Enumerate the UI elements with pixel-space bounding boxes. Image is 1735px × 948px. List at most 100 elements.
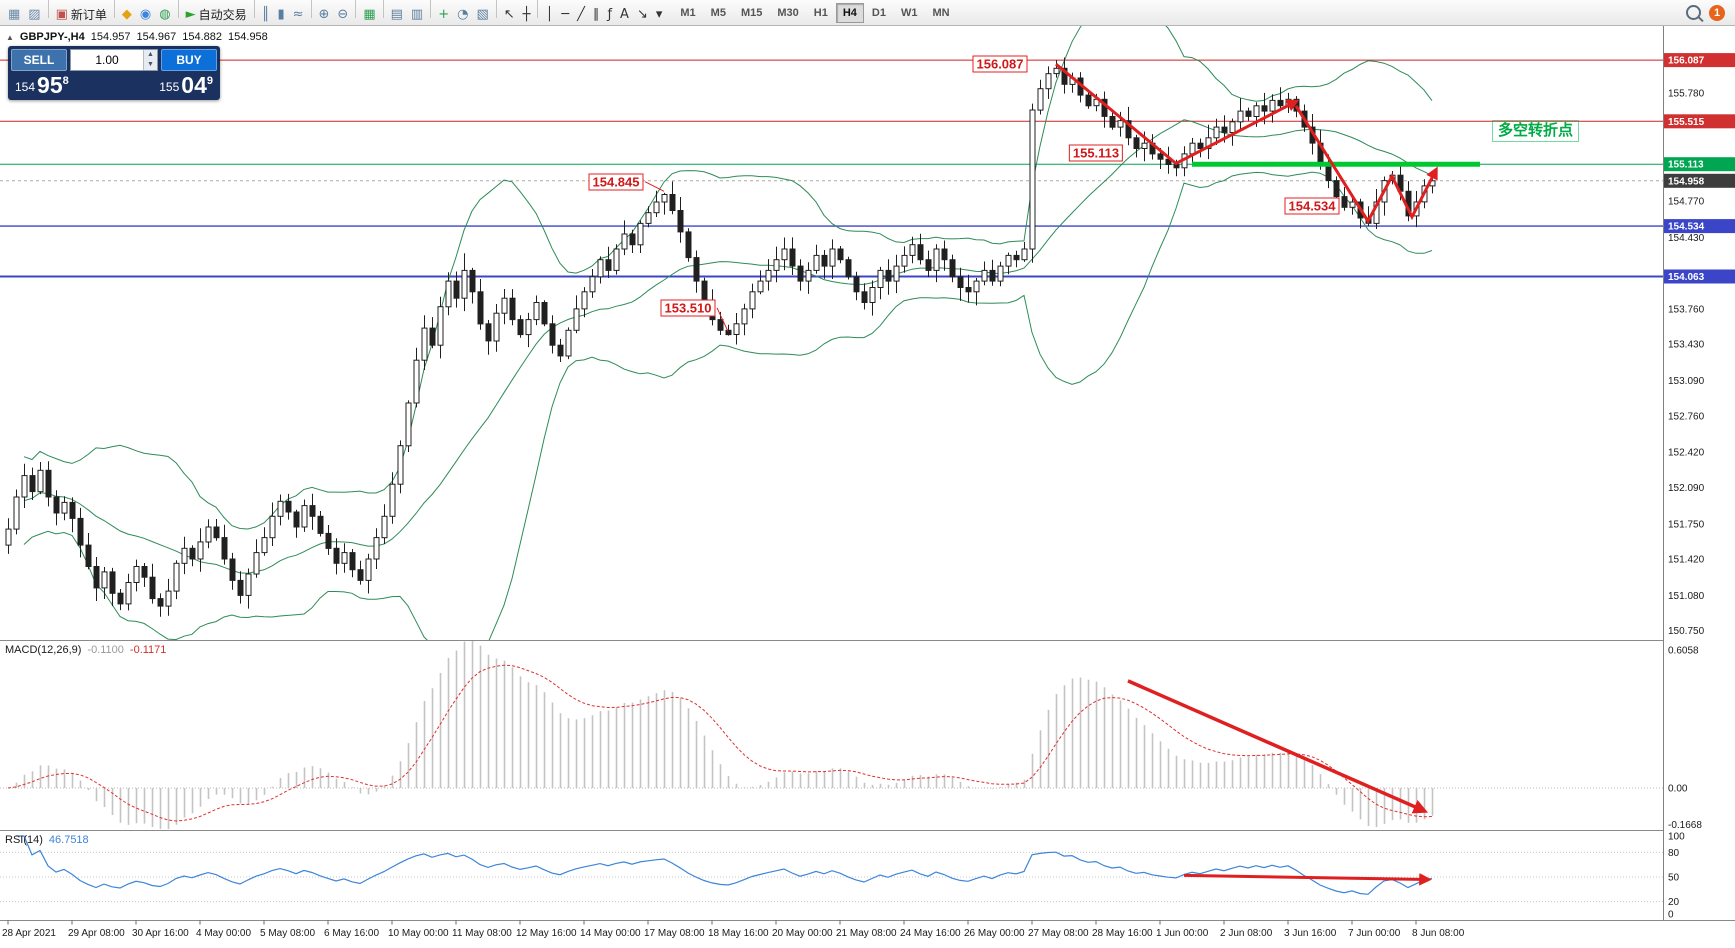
chart-candles-icon: ▮ (277, 6, 285, 22)
vertical-line-button[interactable]: │ (541, 3, 557, 25)
time-label: 1 Jun 00:00 (1156, 928, 1209, 939)
price-annotation-156.087[interactable]: 156.087 (972, 55, 1028, 73)
timeframe-m30[interactable]: M30 (770, 3, 805, 23)
price-annotation-154.845[interactable]: 154.845 (588, 173, 644, 191)
notification-badge[interactable]: 1 (1709, 4, 1725, 21)
timeframe-m5[interactable]: M5 (704, 3, 733, 23)
timeframe-mn[interactable]: MN (925, 3, 956, 23)
grid-button[interactable]: ▥ (407, 3, 427, 25)
time-label: 4 May 00:00 (196, 928, 251, 939)
text-button[interactable]: A (616, 3, 633, 25)
arrows-button[interactable]: ↘ (633, 3, 652, 25)
collapse-panel-icon[interactable]: ▲ (6, 32, 14, 42)
buy-price-big: 04 (181, 72, 207, 98)
time-label: 3 Jun 16:00 (1284, 928, 1337, 939)
trend-arrow[interactable] (1055, 62, 1300, 166)
crosshair-button[interactable]: ┼ (519, 3, 535, 25)
rsi-line (16, 835, 1433, 895)
toolbar-separator (355, 0, 357, 18)
search-icon[interactable] (1686, 5, 1701, 20)
fibonacci-button[interactable]: ƒ (603, 3, 616, 25)
objects-dropdown[interactable]: ▾ (652, 3, 667, 25)
chart-bars-button[interactable]: ║ (258, 3, 274, 25)
price-annotation-155.113[interactable]: 155.113 (1068, 144, 1124, 162)
price-annotation-154.534[interactable]: 154.534 (1284, 197, 1340, 215)
community-button[interactable]: ◍ (155, 3, 174, 25)
macd-indicator-label: MACD(12,26,9) -0.1100 -0.1171 (5, 644, 166, 656)
toolbar: ▦ ▨ ▣ 新订单 ◆ ◉ ◍ ► 自动交易 ║ ▮ ≈ ⊕ ⊖ ▦ ▤ ▥ + ◔ ▧ ↖ ┼ │ ─ ╱ ∥ ƒ A ↘ ▾ M1 M5… (0, 0, 1735, 26)
time-label: 12 May 16:00 (516, 928, 577, 939)
time-label: 20 May 00:00 (772, 928, 833, 939)
timeframe-h4[interactable]: H4 (835, 2, 864, 23)
rsi-panel (0, 835, 1663, 903)
auto-arrange-button[interactable]: ▤ (387, 3, 407, 25)
low-value: 154.882 (182, 31, 223, 43)
volume-decrease-button[interactable]: ▼ (144, 60, 157, 70)
chart-candles-button[interactable]: ▮ (273, 3, 288, 25)
cursor-button[interactable]: ↖ (500, 3, 519, 25)
rsi-indicator-label: RSI(14) 46.7518 (5, 834, 89, 846)
volume-control: ▲ ▼ (70, 49, 158, 71)
sell-price-pipette: 8 (62, 75, 69, 87)
buy-price[interactable]: 155 04 9 (159, 72, 213, 98)
market-button[interactable]: ◆ (118, 3, 136, 25)
pivot-text-annotation[interactable]: 多空转折点 (1492, 120, 1580, 142)
toolbar-separator (537, 0, 539, 18)
time-label: 10 May 00:00 (388, 928, 449, 939)
trendline-button[interactable]: ╱ (573, 3, 589, 25)
chart-symbol-header: ▲ GBPJPY-,H4 154.957 154.967 154.882 154… (6, 31, 268, 43)
volume-input[interactable] (71, 50, 143, 70)
price-tick-label: 151.080 (1668, 591, 1705, 602)
tile-windows-button[interactable]: ▦ (359, 3, 379, 25)
price-tick-label: 151.420 (1668, 555, 1705, 566)
sell-button[interactable]: SELL (11, 49, 67, 71)
zoom-in-button[interactable]: ⊕ (315, 3, 334, 25)
channel-button[interactable]: ∥ (589, 3, 604, 25)
price-box-154.063 (1664, 269, 1735, 284)
toolbar-separator (430, 0, 432, 18)
time-label: 2 Jun 08:00 (1220, 928, 1273, 939)
templates-icon: ▧ (476, 6, 489, 22)
timeframe-m15[interactable]: M15 (734, 3, 769, 23)
price-tick-label: 153.760 (1668, 304, 1705, 315)
templates-button[interactable]: ▧ (472, 3, 492, 25)
zoom-out-button[interactable]: ⊖ (333, 3, 352, 25)
new-chart-button[interactable]: ▦ (4, 3, 24, 25)
chart-canvas[interactable]: 155.780 154.770 154.430 153.760 153.430 153.0… (0, 26, 1735, 948)
price-tick-label: 155.780 (1668, 88, 1705, 99)
timeframe-h1[interactable]: H1 (807, 3, 835, 23)
time-label: 18 May 16:00 (708, 928, 769, 939)
time-label: 30 Apr 16:00 (132, 928, 189, 939)
autotrading-button[interactable]: ► 自动交易 (182, 3, 251, 25)
signals-button[interactable]: ◉ (136, 3, 155, 25)
volume-increase-button[interactable]: ▲ (144, 50, 157, 60)
new-order-button[interactable]: ▣ 新订单 (52, 3, 111, 25)
timeframe-d1[interactable]: D1 (865, 3, 893, 23)
horizontal-line-button[interactable]: ─ (557, 3, 573, 25)
cursor-icon: ↖ (503, 6, 515, 22)
timeframe-w1[interactable]: W1 (894, 3, 925, 23)
new-order-button-label: 新订单 (70, 7, 107, 22)
trend-arrow[interactable] (1294, 105, 1438, 225)
text-icon: A (620, 6, 629, 22)
fibonacci-icon: ƒ (607, 6, 613, 22)
indicators-add-button[interactable]: + (434, 3, 453, 25)
profiles-button[interactable]: ▨ (24, 3, 44, 25)
buy-button[interactable]: BUY (161, 49, 217, 71)
rsi-trend-arrow[interactable] (1183, 873, 1432, 886)
periods-button[interactable]: ◔ (453, 3, 472, 25)
market-icon: ◆ (121, 6, 132, 22)
rsi-tick-label: 100 (1668, 832, 1685, 843)
sell-price[interactable]: 154 95 8 (15, 74, 69, 97)
timeframe-m1[interactable]: M1 (673, 3, 702, 23)
price-annotation-153.510[interactable]: 153.510 (660, 299, 716, 317)
macd-trend-arrow[interactable] (1127, 679, 1429, 814)
toolbar-separator (310, 0, 312, 18)
horizontal-line-icon: ─ (561, 6, 570, 22)
autotrading-button-label: 自动交易 (198, 7, 247, 22)
trendline-icon: ╱ (577, 6, 585, 22)
trade-panel-controls: SELL ▲ ▼ BUY (11, 49, 217, 71)
chart-bars-icon: ║ (261, 6, 270, 22)
community-icon: ◍ (159, 6, 171, 22)
chart-line-button[interactable]: ≈ (289, 3, 308, 25)
